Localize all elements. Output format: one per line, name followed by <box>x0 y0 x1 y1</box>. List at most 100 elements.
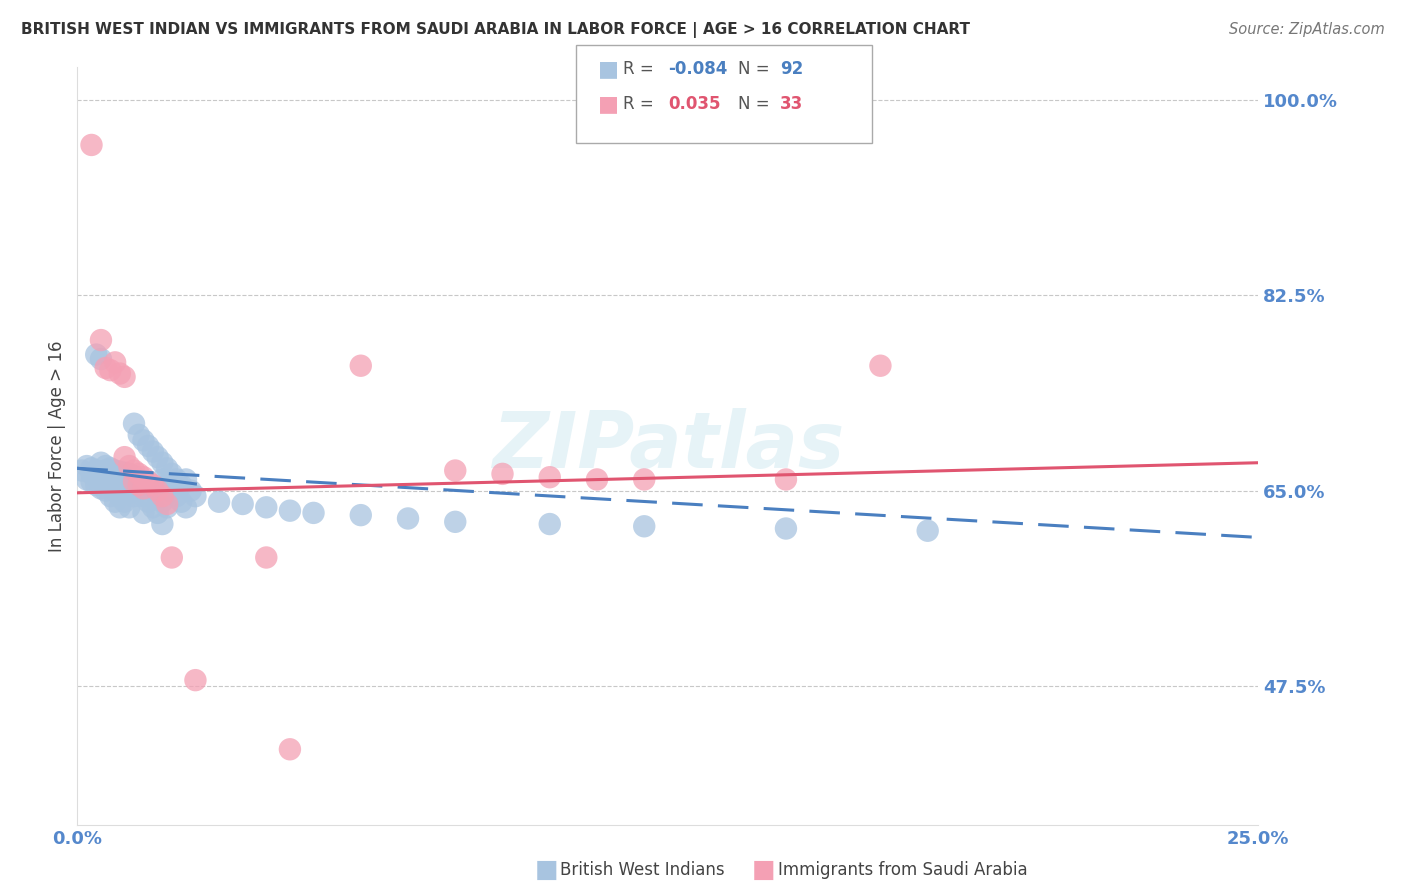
Text: ■: ■ <box>752 858 776 881</box>
Point <box>633 472 655 486</box>
Point <box>122 464 145 478</box>
Point <box>108 367 131 381</box>
Text: R =: R = <box>623 95 664 113</box>
Text: 33: 33 <box>780 95 804 113</box>
Point <box>232 497 254 511</box>
Text: ■: ■ <box>598 95 619 114</box>
Point <box>114 466 136 480</box>
Point <box>84 464 107 478</box>
Point <box>80 138 103 153</box>
Point <box>94 464 117 478</box>
Point <box>775 472 797 486</box>
Text: Source: ZipAtlas.com: Source: ZipAtlas.com <box>1229 22 1385 37</box>
Point <box>90 482 112 496</box>
Point <box>108 478 131 492</box>
Point <box>90 472 112 486</box>
Point <box>136 478 159 492</box>
Point <box>80 467 103 481</box>
Point <box>444 515 467 529</box>
Point <box>142 483 165 498</box>
Point <box>100 478 122 492</box>
Text: -0.084: -0.084 <box>668 60 727 78</box>
Point <box>100 363 122 377</box>
Point <box>90 333 112 347</box>
Point <box>254 500 277 515</box>
Text: ■: ■ <box>598 59 619 78</box>
Point <box>146 450 169 464</box>
Point <box>94 483 117 498</box>
Point <box>142 444 165 458</box>
Point <box>128 467 150 481</box>
Point <box>122 469 145 483</box>
Text: N =: N = <box>738 60 775 78</box>
Point <box>108 500 131 515</box>
Point <box>114 483 136 498</box>
Point <box>104 464 127 478</box>
Point <box>142 478 165 492</box>
Point <box>444 464 467 478</box>
Point <box>108 470 131 484</box>
Point <box>132 434 155 448</box>
Point <box>633 519 655 533</box>
Point <box>208 494 231 508</box>
Point <box>76 458 98 473</box>
Point <box>775 521 797 535</box>
Text: 0.035: 0.035 <box>668 95 720 113</box>
Point <box>94 361 117 376</box>
Point <box>90 456 112 470</box>
Point <box>396 511 419 525</box>
Text: ■: ■ <box>534 858 558 881</box>
Point <box>132 506 155 520</box>
Point <box>142 500 165 515</box>
Point <box>132 475 155 489</box>
Point <box>166 489 188 503</box>
Point <box>94 475 117 489</box>
Point <box>156 461 179 475</box>
Text: 92: 92 <box>780 60 804 78</box>
Point <box>94 470 117 484</box>
Point <box>100 472 122 486</box>
Point <box>122 417 145 431</box>
Point <box>128 472 150 486</box>
Text: N =: N = <box>738 95 775 113</box>
Point <box>132 489 155 503</box>
Point <box>132 482 155 496</box>
Point <box>160 550 183 565</box>
Point <box>150 456 173 470</box>
Point <box>184 489 207 503</box>
Point <box>128 483 150 498</box>
Point <box>122 489 145 503</box>
Text: British West Indians: British West Indians <box>560 861 724 879</box>
Point <box>104 469 127 483</box>
Point <box>917 524 939 538</box>
Point <box>869 359 891 373</box>
Point <box>350 508 373 523</box>
Point <box>350 359 373 373</box>
Point <box>128 428 150 442</box>
Point <box>114 494 136 508</box>
Point <box>174 500 197 515</box>
Point <box>146 489 169 503</box>
Point <box>278 503 301 517</box>
Y-axis label: In Labor Force | Age > 16: In Labor Force | Age > 16 <box>48 340 66 552</box>
Point <box>76 472 98 486</box>
Point <box>100 489 122 503</box>
Point <box>278 742 301 756</box>
Point <box>156 497 179 511</box>
Point <box>104 494 127 508</box>
Point <box>160 483 183 498</box>
Point <box>114 369 136 384</box>
Point <box>118 475 141 489</box>
Text: R =: R = <box>623 60 659 78</box>
Point <box>302 506 325 520</box>
Point <box>122 478 145 492</box>
Point <box>100 467 122 481</box>
Point <box>150 489 173 503</box>
Point <box>174 472 197 486</box>
Point <box>104 475 127 489</box>
Point <box>146 483 169 498</box>
Point <box>132 470 155 484</box>
Point <box>84 470 107 484</box>
Point <box>70 464 93 478</box>
Text: BRITISH WEST INDIAN VS IMMIGRANTS FROM SAUDI ARABIA IN LABOR FORCE | AGE > 16 CO: BRITISH WEST INDIAN VS IMMIGRANTS FROM S… <box>21 22 970 38</box>
